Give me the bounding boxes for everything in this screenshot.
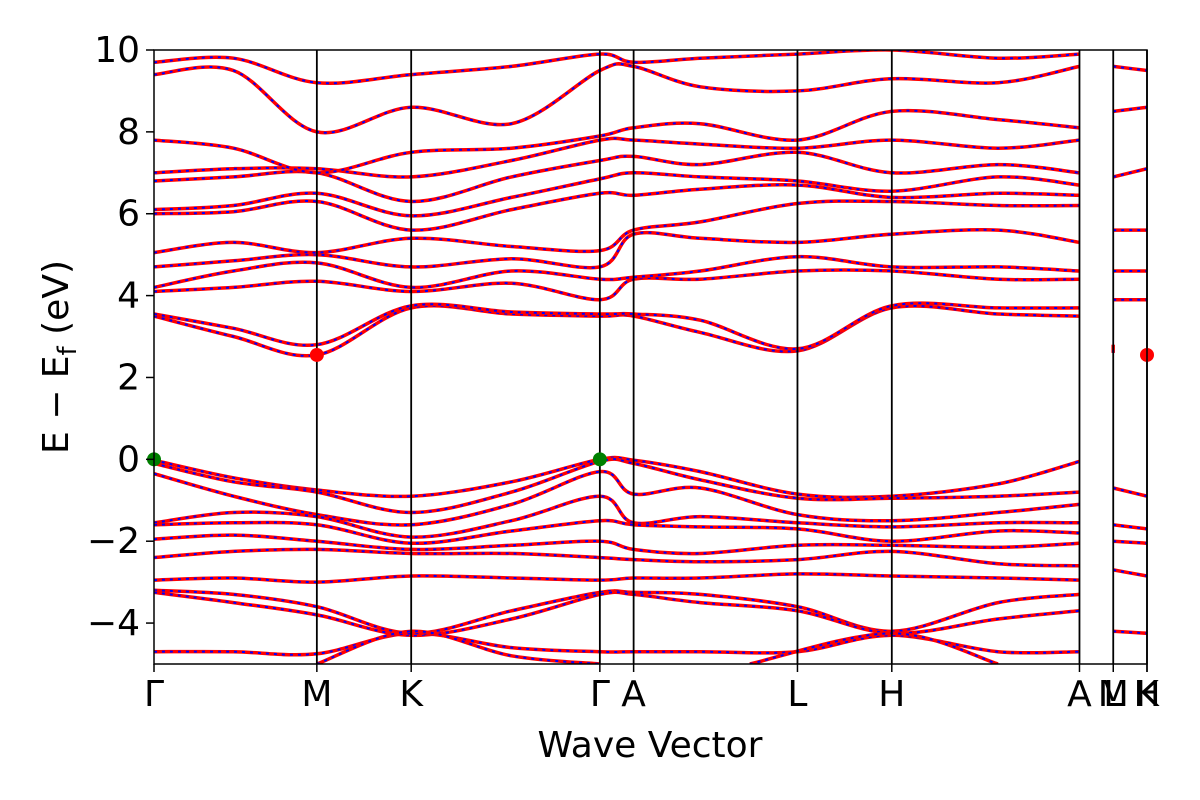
vbm-marker-1 — [592, 452, 607, 467]
band-line-spin-up-11 — [316, 629, 601, 664]
band-line-spin-down-5 — [154, 534, 1080, 555]
x-axis-label: Wave Vector — [538, 725, 763, 766]
band-line-spin-up-18 — [154, 199, 1080, 255]
band-line-spin-up-1 — [154, 457, 1080, 515]
band-line-spin-down-7 — [154, 572, 1080, 584]
band-line-spin-down-9 — [154, 591, 1080, 637]
y-axis-label-subscript: f — [53, 345, 83, 355]
x-tick-label-6: H — [878, 674, 905, 715]
band-line-spin-down-15 — [154, 269, 1080, 301]
band-line-spin-down-28 — [1113, 523, 1147, 530]
x-tick-label-2: K — [399, 674, 424, 715]
y-tick-label-5: 6 — [117, 194, 140, 235]
x-tick-label-0: Γ — [144, 674, 164, 715]
band-line-spin-down-6 — [154, 548, 1080, 567]
x-tick-label-1: M — [301, 674, 332, 715]
band-line-spin-up-19 — [154, 183, 1080, 232]
x-tick-label-3: Γ — [590, 674, 610, 715]
band-line-spin-up-15 — [154, 268, 1080, 302]
cbm-marker-2 — [309, 347, 324, 362]
band-line-spin-down-35 — [1112, 167, 1147, 178]
x-tick-label-10: H — [1133, 674, 1160, 715]
y-axis-label: E − Ef (eV) — [36, 260, 83, 454]
plot-frame — [153, 49, 1148, 665]
y-tick-label-0: −4 — [87, 603, 140, 644]
x-axis-ticks: Γ M K Γ A L H A LM HK — [144, 664, 1161, 715]
x-tick-label-8: L — [1103, 674, 1123, 715]
band-line-spin-up-6 — [154, 547, 1080, 568]
bands-layer — [154, 50, 1147, 664]
x-tick-label-9: M — [1098, 674, 1129, 715]
y-tick-label-2: 0 — [117, 439, 140, 480]
band-line-spin-up-16 — [154, 254, 1080, 290]
band-line-spin-down-27 — [1112, 487, 1147, 498]
band-line-spin-down-0 — [154, 456, 1080, 499]
band-line-spin-down-2 — [154, 470, 1080, 527]
y-tick-label-3: 2 — [117, 357, 140, 398]
band-line-spin-up-9 — [154, 590, 1080, 638]
band-line-spin-down-30 — [1113, 568, 1147, 577]
band-line-spin-down-4 — [154, 519, 1080, 545]
band-line-spin-up-25 — [154, 50, 1080, 85]
band-line-spin-down-37 — [1113, 65, 1147, 72]
svg-text:E − Ef (eV): E − Ef (eV) — [36, 260, 83, 454]
x-tick-label-11: K — [1135, 674, 1160, 715]
band-line-spin-down-3 — [154, 495, 1080, 539]
band-line-spin-up-14 — [154, 301, 1080, 351]
y-tick-label-7: 10 — [94, 30, 140, 71]
y-tick-label-4: 4 — [117, 276, 140, 317]
kpoint-lines — [315, 50, 1148, 664]
y-axis-label-prefix: E − E — [36, 355, 77, 454]
band-line-spin-down-36 — [1113, 106, 1147, 113]
x-tick-label-5: L — [787, 674, 807, 715]
band-line-spin-down-31 — [1113, 630, 1147, 635]
band-line-spin-up-24 — [154, 62, 1080, 135]
band-line-spin-down-11 — [316, 630, 600, 664]
band-line-spin-down-24 — [154, 62, 1080, 134]
y-tick-label-1: −2 — [87, 521, 140, 562]
y-tick-label-6: 8 — [117, 112, 140, 153]
y-axis-label-suffix: (eV) — [36, 260, 77, 346]
band-line-spin-down-14 — [154, 302, 1080, 350]
band-line-spin-down-19 — [154, 183, 1080, 232]
y-axis-ticks: −4 −2 0 2 4 6 8 10 — [87, 30, 154, 644]
x-tick-label-4: A — [621, 674, 646, 715]
band-line-spin-down-22 — [154, 137, 1080, 179]
band-line-spin-down-10 — [154, 632, 1080, 656]
band-line-spin-down-17 — [154, 228, 1080, 269]
extrema-markers — [147, 347, 1154, 467]
x-tick-label-7: A — [1067, 674, 1092, 715]
band-line-spin-down-20 — [154, 171, 1080, 217]
band-line-spin-down-18 — [154, 200, 1080, 254]
band-line-spin-down-29 — [1113, 540, 1147, 545]
